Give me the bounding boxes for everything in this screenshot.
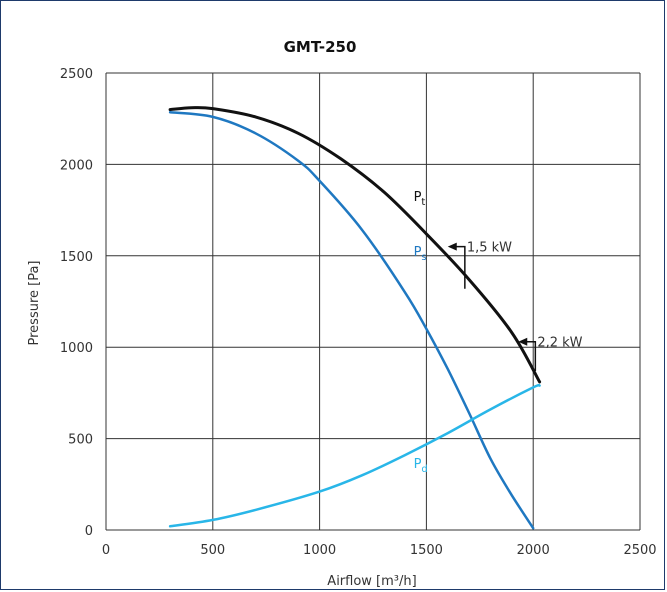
chart-title: GMT-250	[284, 38, 357, 56]
grid	[105, 72, 641, 531]
x-axis-label: Airflow [m³/h]	[327, 574, 416, 589]
power-annotation-label: 1,5 kW	[467, 241, 512, 256]
series-labels: Pt Ps Pd	[414, 190, 428, 475]
power-annotation-label: 2,2 kW	[537, 336, 582, 351]
series-label-ps: Ps	[414, 245, 427, 263]
x-tick-label: 2500	[623, 543, 656, 558]
series-label-pd: Pd	[414, 457, 428, 475]
x-tick-label: 1500	[410, 543, 443, 558]
series-line-pd	[168, 383, 541, 528]
series-group	[168, 106, 542, 530]
power-annotation-arrow	[447, 242, 457, 251]
y-tick-label: 2500	[60, 67, 93, 82]
x-tick-label: 0	[102, 543, 110, 558]
y-tick-label: 1000	[60, 341, 93, 356]
tick-labels: 0 500 1000 1500 2000 2500 0 500 1000 1500 2000 2500	[60, 67, 657, 558]
y-axis-label: Pressure [Pa]	[27, 260, 42, 345]
power-annotation-line	[453, 245, 466, 289]
y-tick-label: 500	[68, 433, 93, 448]
series-line-pt	[168, 106, 542, 384]
y-tick-label: 1500	[60, 250, 93, 265]
annotations: 1,5 kW 2,2 kW	[447, 241, 583, 371]
power-annotation-line	[524, 340, 537, 371]
x-tick-label: 500	[200, 543, 225, 558]
series-line-ps	[168, 111, 535, 530]
power-annotation-arrow	[518, 337, 528, 346]
series-label-pt: Pt	[414, 190, 426, 208]
y-tick-label: 0	[85, 524, 93, 539]
x-tick-label: 1000	[303, 543, 336, 558]
y-tick-label: 2000	[60, 158, 93, 173]
x-tick-label: 2000	[517, 543, 550, 558]
